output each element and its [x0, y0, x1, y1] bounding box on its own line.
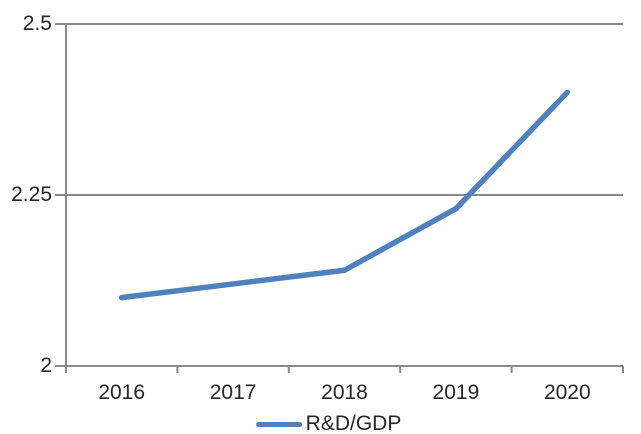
- x-tick-label: 2017: [209, 381, 257, 404]
- y-tick-label: 2.5: [22, 12, 52, 35]
- y-tick-label: 2: [40, 354, 52, 377]
- legend-line-swatch: [255, 421, 302, 427]
- x-tick-label: 2016: [98, 381, 146, 404]
- y-tick-label: 2.25: [11, 183, 52, 206]
- legend: R&D/GDP: [255, 412, 402, 434]
- x-tick-label: 2019: [432, 381, 480, 404]
- legend-label: R&D/GDP: [305, 412, 402, 434]
- data-line: [118, 89, 571, 301]
- x-tick-label: 2018: [321, 381, 368, 404]
- x-tick-label: 2020: [543, 381, 591, 404]
